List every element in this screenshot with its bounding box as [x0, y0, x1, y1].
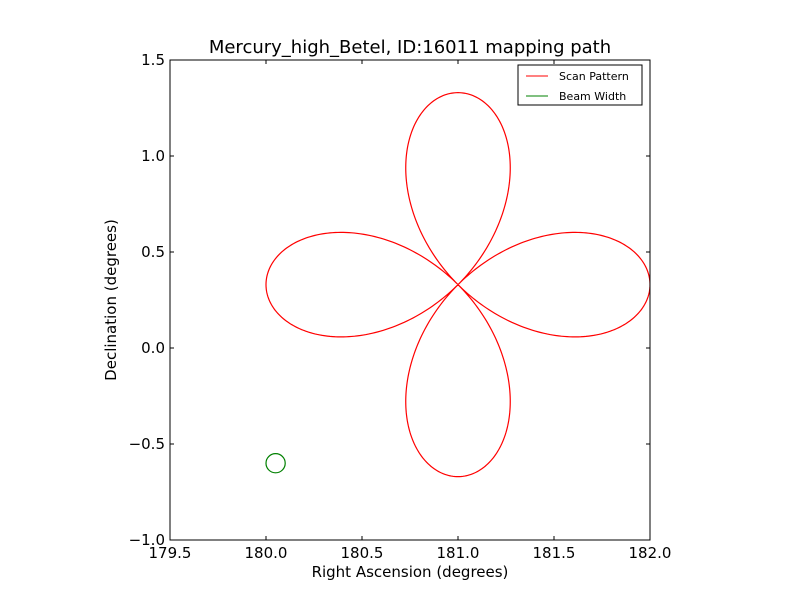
chart-title: Mercury_high_Betel, ID:16011 mapping pat…	[209, 37, 611, 58]
legend-box	[517, 64, 643, 106]
plot-clip-group	[265, 92, 650, 478]
x-axis-label: Right Ascension (degrees)	[312, 563, 509, 581]
scan-pattern-line	[265, 92, 650, 478]
y-tick-label: −1.0	[129, 531, 165, 549]
plot-area	[265, 92, 650, 478]
x-tick-label: 182.0	[629, 544, 672, 562]
y-tick-label: −0.5	[129, 435, 165, 453]
y-tick-label: 0.0	[141, 339, 165, 357]
x-tick-label: 180.5	[341, 544, 384, 562]
y-tick-label: 0.5	[141, 243, 165, 261]
legend: Scan Pattern Beam Width	[517, 64, 643, 106]
legend-label-scan-pattern: Scan Pattern	[559, 70, 629, 83]
x-tick-label: 181.0	[437, 544, 480, 562]
y-tick-label: 1.5	[141, 51, 165, 69]
axis-ticks: 179.5 180.0 180.5 181.0 181.5 182.0 −1.0 −0.5 0.…	[129, 51, 672, 562]
y-axis-label: Declination (degrees)	[102, 219, 120, 381]
legend-label-beam-width: Beam Width	[559, 90, 626, 103]
x-tick-label: 180.0	[245, 544, 288, 562]
x-tick-label: 179.5	[149, 544, 192, 562]
beam-width-circle	[265, 453, 286, 474]
axes-frame	[169, 59, 651, 541]
x-tick-label: 181.5	[533, 544, 576, 562]
y-tick-label: 1.0	[141, 147, 165, 165]
